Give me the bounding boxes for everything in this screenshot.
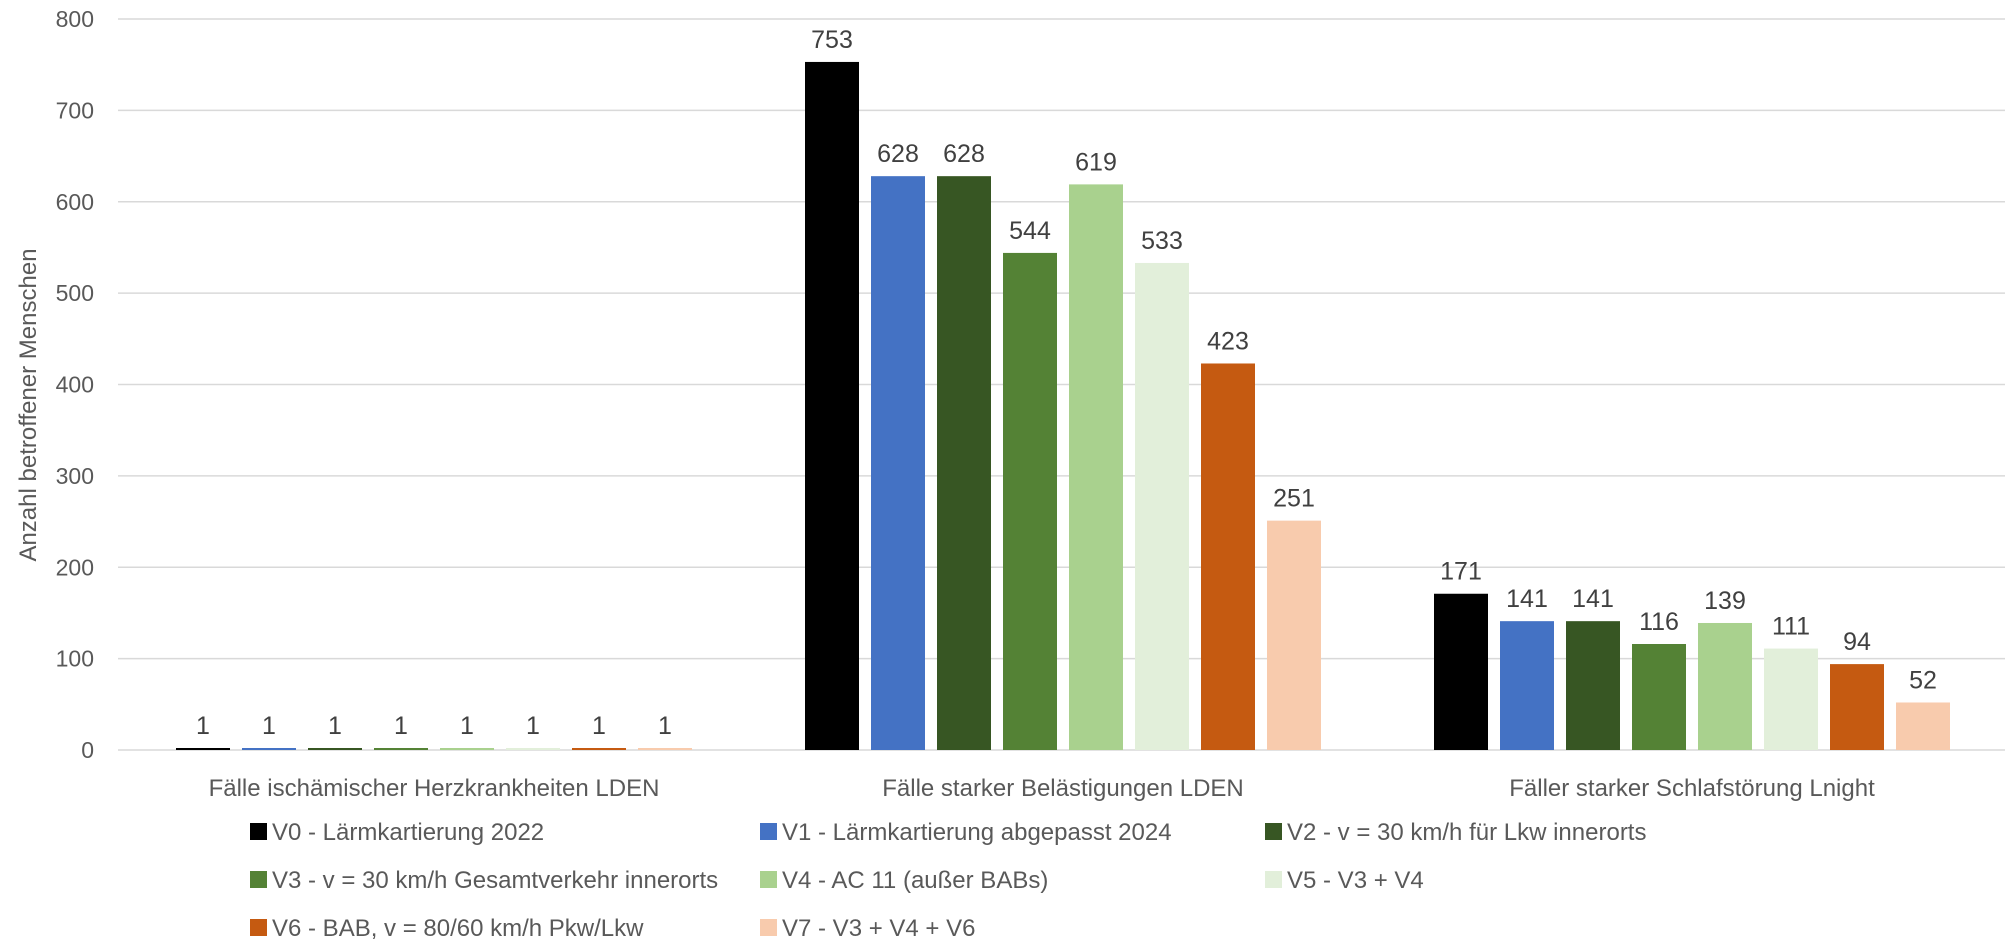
data-label: 52 — [1909, 666, 1937, 694]
legend-item: V7 - V3 + V4 + V6 — [760, 915, 975, 942]
data-label: 753 — [811, 26, 853, 54]
bar — [1896, 702, 1950, 750]
bar — [572, 748, 626, 750]
legend-item: V6 - BAB, v = 80/60 km/h Pkw/Lkw — [250, 915, 644, 942]
bar — [374, 748, 428, 750]
bar — [176, 748, 230, 750]
data-label: 1 — [526, 712, 540, 740]
data-label: 1 — [460, 712, 474, 740]
category-label: Fälle ischämischer Herzkrankheiten LDEN — [209, 775, 660, 802]
data-label: 1 — [196, 712, 210, 740]
data-label: 111 — [1772, 613, 1810, 641]
category-label: Fälle starker Belästigungen LDEN — [882, 775, 1244, 802]
legend-swatch — [1265, 823, 1282, 840]
legend-swatch — [1265, 871, 1282, 888]
bar — [1267, 520, 1321, 750]
category-labels: Fälle ischämischer Herzkrankheiten LDEN F… — [209, 775, 1876, 802]
bar — [308, 748, 362, 750]
bar — [1632, 644, 1686, 750]
data-label: 544 — [1009, 217, 1051, 245]
legend-swatch — [250, 871, 267, 888]
legend-label: V6 - BAB, v = 80/60 km/h Pkw/Lkw — [272, 915, 644, 942]
legend-label: V1 - Lärmkartierung abgepasst 2024 — [782, 819, 1172, 846]
data-label: 251 — [1273, 485, 1315, 513]
bar — [1434, 593, 1488, 750]
bar — [1135, 262, 1189, 750]
y-tick-label: 800 — [56, 6, 94, 32]
data-label: 139 — [1704, 587, 1746, 615]
legend-label: V5 - V3 + V4 — [1287, 867, 1424, 894]
y-tick-label: 600 — [56, 189, 94, 215]
legend-item: V2 - v = 30 km/h für Lkw innerorts — [1265, 819, 1646, 846]
legend-item: V5 - V3 + V4 — [1265, 867, 1424, 894]
category-label: Fäller starker Schlafstörung Lnight — [1509, 775, 1875, 802]
legend-swatch — [760, 871, 777, 888]
y-tick-label: 200 — [56, 554, 94, 580]
gridlines — [118, 18, 2005, 751]
legend-label: V0 - Lärmkartierung 2022 — [272, 819, 544, 846]
y-axis-ticks: 0 100 200 300 400 500 600 700 800 — [56, 6, 94, 763]
y-tick-label: 700 — [56, 97, 94, 123]
data-label: 619 — [1075, 148, 1117, 176]
legend-swatch — [760, 919, 777, 936]
legend: V0 - Lärmkartierung 2022 V1 - Lärmkartier… — [250, 819, 1646, 942]
data-label: 628 — [877, 140, 919, 168]
bar — [1566, 621, 1620, 750]
legend-label: V7 - V3 + V4 + V6 — [782, 915, 975, 942]
data-label: 1 — [658, 712, 672, 740]
data-label: 94 — [1843, 628, 1871, 656]
bar — [1764, 648, 1818, 750]
bar — [871, 176, 925, 751]
bar — [1201, 363, 1255, 750]
bar — [937, 176, 991, 751]
y-tick-label: 100 — [56, 646, 94, 672]
data-label: 423 — [1207, 327, 1249, 355]
data-label: 1 — [592, 712, 606, 740]
bar — [1003, 252, 1057, 751]
legend-label: V2 - v = 30 km/h für Lkw innerorts — [1287, 819, 1646, 846]
bar — [1500, 621, 1554, 750]
legend-swatch — [250, 919, 267, 936]
bar — [805, 61, 859, 751]
data-label: 1 — [262, 712, 276, 740]
data-label: 141 — [1572, 585, 1614, 613]
y-tick-label: 300 — [56, 463, 94, 489]
data-label: 533 — [1141, 227, 1183, 255]
legend-label: V4 - AC 11 (außer BABs) — [782, 867, 1048, 894]
y-axis-label: Anzahl betroffener Menschen — [15, 248, 42, 561]
bars — [176, 61, 1950, 751]
bar — [440, 748, 494, 750]
data-label: 1 — [328, 712, 342, 740]
data-label: 116 — [1639, 608, 1679, 636]
bar — [506, 748, 560, 750]
bar — [1069, 184, 1123, 751]
data-label: 1 — [394, 712, 408, 740]
bar — [1698, 622, 1752, 750]
legend-item: V1 - Lärmkartierung abgepasst 2024 — [760, 819, 1172, 846]
legend-swatch — [760, 823, 777, 840]
data-label: 141 — [1506, 585, 1548, 613]
y-tick-label: 0 — [81, 737, 94, 763]
data-label: 171 — [1440, 558, 1482, 586]
bar — [242, 748, 296, 750]
y-tick-label: 400 — [56, 372, 94, 398]
data-label: 628 — [943, 140, 985, 168]
bar — [1830, 664, 1884, 750]
legend-item: V4 - AC 11 (außer BABs) — [760, 867, 1048, 894]
legend-item: V3 - v = 30 km/h Gesamtverkehr innerorts — [250, 867, 718, 894]
y-tick-label: 500 — [56, 280, 94, 306]
legend-label: V3 - v = 30 km/h Gesamtverkehr innerorts — [272, 867, 718, 894]
legend-item: V0 - Lärmkartierung 2022 — [250, 819, 544, 846]
bar — [638, 748, 692, 750]
legend-swatch — [250, 823, 267, 840]
